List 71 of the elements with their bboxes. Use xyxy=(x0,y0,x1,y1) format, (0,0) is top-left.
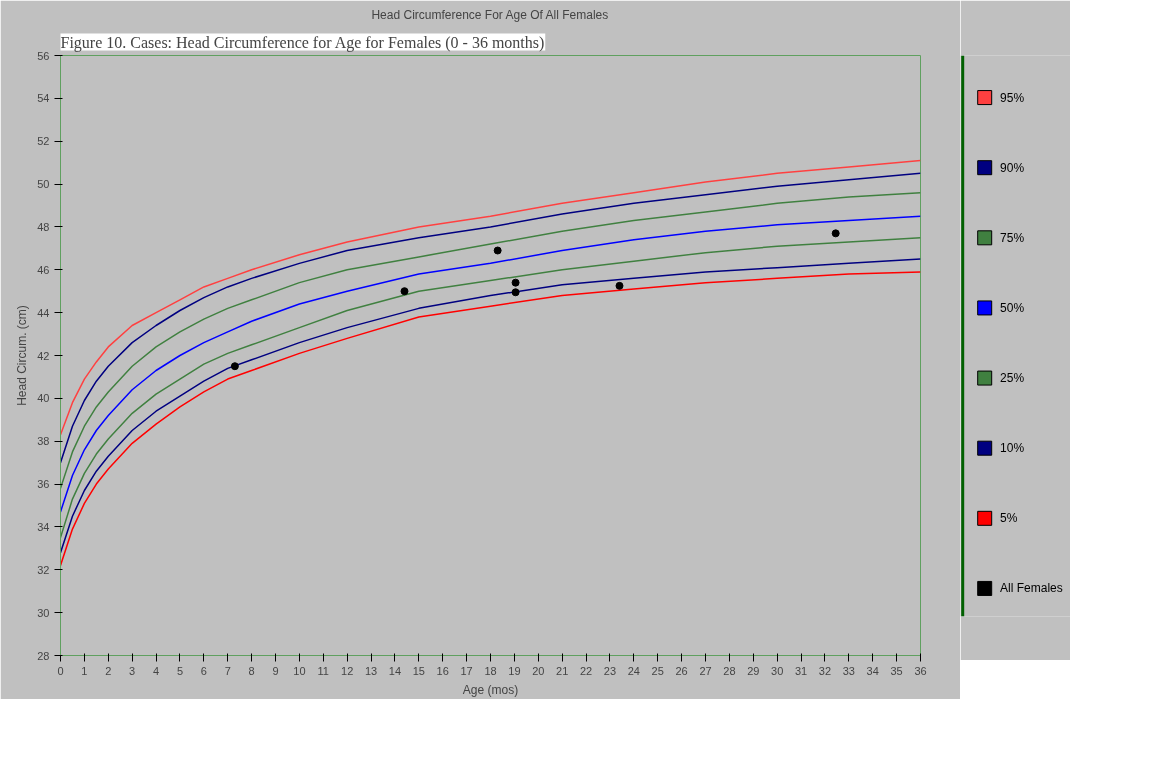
legend-label: 5% xyxy=(1000,511,1018,526)
y-tick-label: 30 xyxy=(37,606,50,619)
x-tick-label: 5 xyxy=(176,664,184,677)
y-tick-label: 52 xyxy=(37,135,50,148)
x-tick-label: 0 xyxy=(57,664,64,677)
x-tick-label: 30 xyxy=(771,664,784,677)
y-tick-label: 40 xyxy=(37,392,50,405)
x-tick-label: 26 xyxy=(675,664,688,677)
x-tick-label: 25 xyxy=(651,664,664,677)
x-tick-label: 32 xyxy=(818,664,832,677)
x-tick-label: 23 xyxy=(603,664,617,677)
legend-label: 95% xyxy=(1000,90,1025,105)
x-tick-label: 15 xyxy=(412,664,425,677)
y-tick-label: 46 xyxy=(37,263,50,276)
x-tick-label: 36 xyxy=(914,664,927,677)
x-tick-label: 35 xyxy=(890,664,903,677)
legend-label: 50% xyxy=(1000,300,1025,315)
point xyxy=(615,281,624,290)
x-tick-label: 29 xyxy=(747,664,760,677)
legend-label: All Females xyxy=(1000,581,1063,596)
x-tick-label: 13 xyxy=(364,664,378,677)
x-tick-label: 19 xyxy=(508,664,521,677)
point xyxy=(831,229,840,238)
point xyxy=(400,287,409,296)
x-tick-label: 1 xyxy=(81,664,88,677)
y-tick-label: 50 xyxy=(37,178,50,191)
x-tick-label: 27 xyxy=(699,664,712,677)
x-tick-label: 8 xyxy=(248,664,255,677)
y-tick-label: 28 xyxy=(37,649,50,662)
x-tick-label: 22 xyxy=(579,664,593,677)
y-tick-label: 32 xyxy=(37,563,50,576)
x-tick-label: 33 xyxy=(842,664,855,677)
x-axis-title: Age (mos) xyxy=(462,682,519,697)
y-tick-label: 36 xyxy=(37,478,50,491)
point xyxy=(493,246,502,255)
point xyxy=(230,362,239,371)
legend-label: 90% xyxy=(1000,160,1025,175)
x-tick-label: 6 xyxy=(200,664,207,677)
y-tick-label: 48 xyxy=(37,220,50,233)
caption: Figure 10. Cases: Head Circumference for Age for Females (0 - 36 months) xyxy=(60,33,545,52)
x-tick-label: 12 xyxy=(341,664,354,677)
x-tick-label: 7 xyxy=(224,664,231,677)
x-tick-label: 4 xyxy=(153,664,160,677)
y-tick-label: 38 xyxy=(37,435,50,448)
y-axis-title: Head Circum. (cm) xyxy=(15,305,30,406)
x-tick-label: 20 xyxy=(532,664,545,677)
x-tick-label: 3 xyxy=(129,664,136,677)
point xyxy=(511,288,520,297)
x-tick-label: 18 xyxy=(484,664,497,677)
x-tick-label: 16 xyxy=(436,664,449,677)
y-tick-label: 56 xyxy=(37,49,50,62)
x-tick-label: 24 xyxy=(627,664,640,677)
point xyxy=(511,278,520,287)
x-tick-label: 31 xyxy=(794,664,808,677)
legend-label: 25% xyxy=(1000,371,1025,386)
y-tick-label: 42 xyxy=(37,349,50,362)
x-tick-label: 28 xyxy=(723,664,736,677)
y-tick-label: 34 xyxy=(37,520,50,533)
x-tick-label: 17 xyxy=(460,664,473,677)
y-tick-label: 54 xyxy=(37,92,50,105)
x-tick-label: 14 xyxy=(388,664,402,677)
legend-label: 75% xyxy=(1000,230,1025,245)
x-tick-label: 10 xyxy=(293,664,306,677)
y-tick-label: 44 xyxy=(37,306,50,319)
x-tick-label: 9 xyxy=(272,664,279,677)
x-tick-label: 2 xyxy=(105,664,112,677)
legend-label: 10% xyxy=(1000,441,1025,456)
x-tick-label: 11 xyxy=(317,664,329,677)
x-tick-label: 21 xyxy=(556,664,569,677)
x-tick-label: 34 xyxy=(866,664,879,677)
chart-title: Head Circumference For Age Of All Females xyxy=(371,7,609,22)
